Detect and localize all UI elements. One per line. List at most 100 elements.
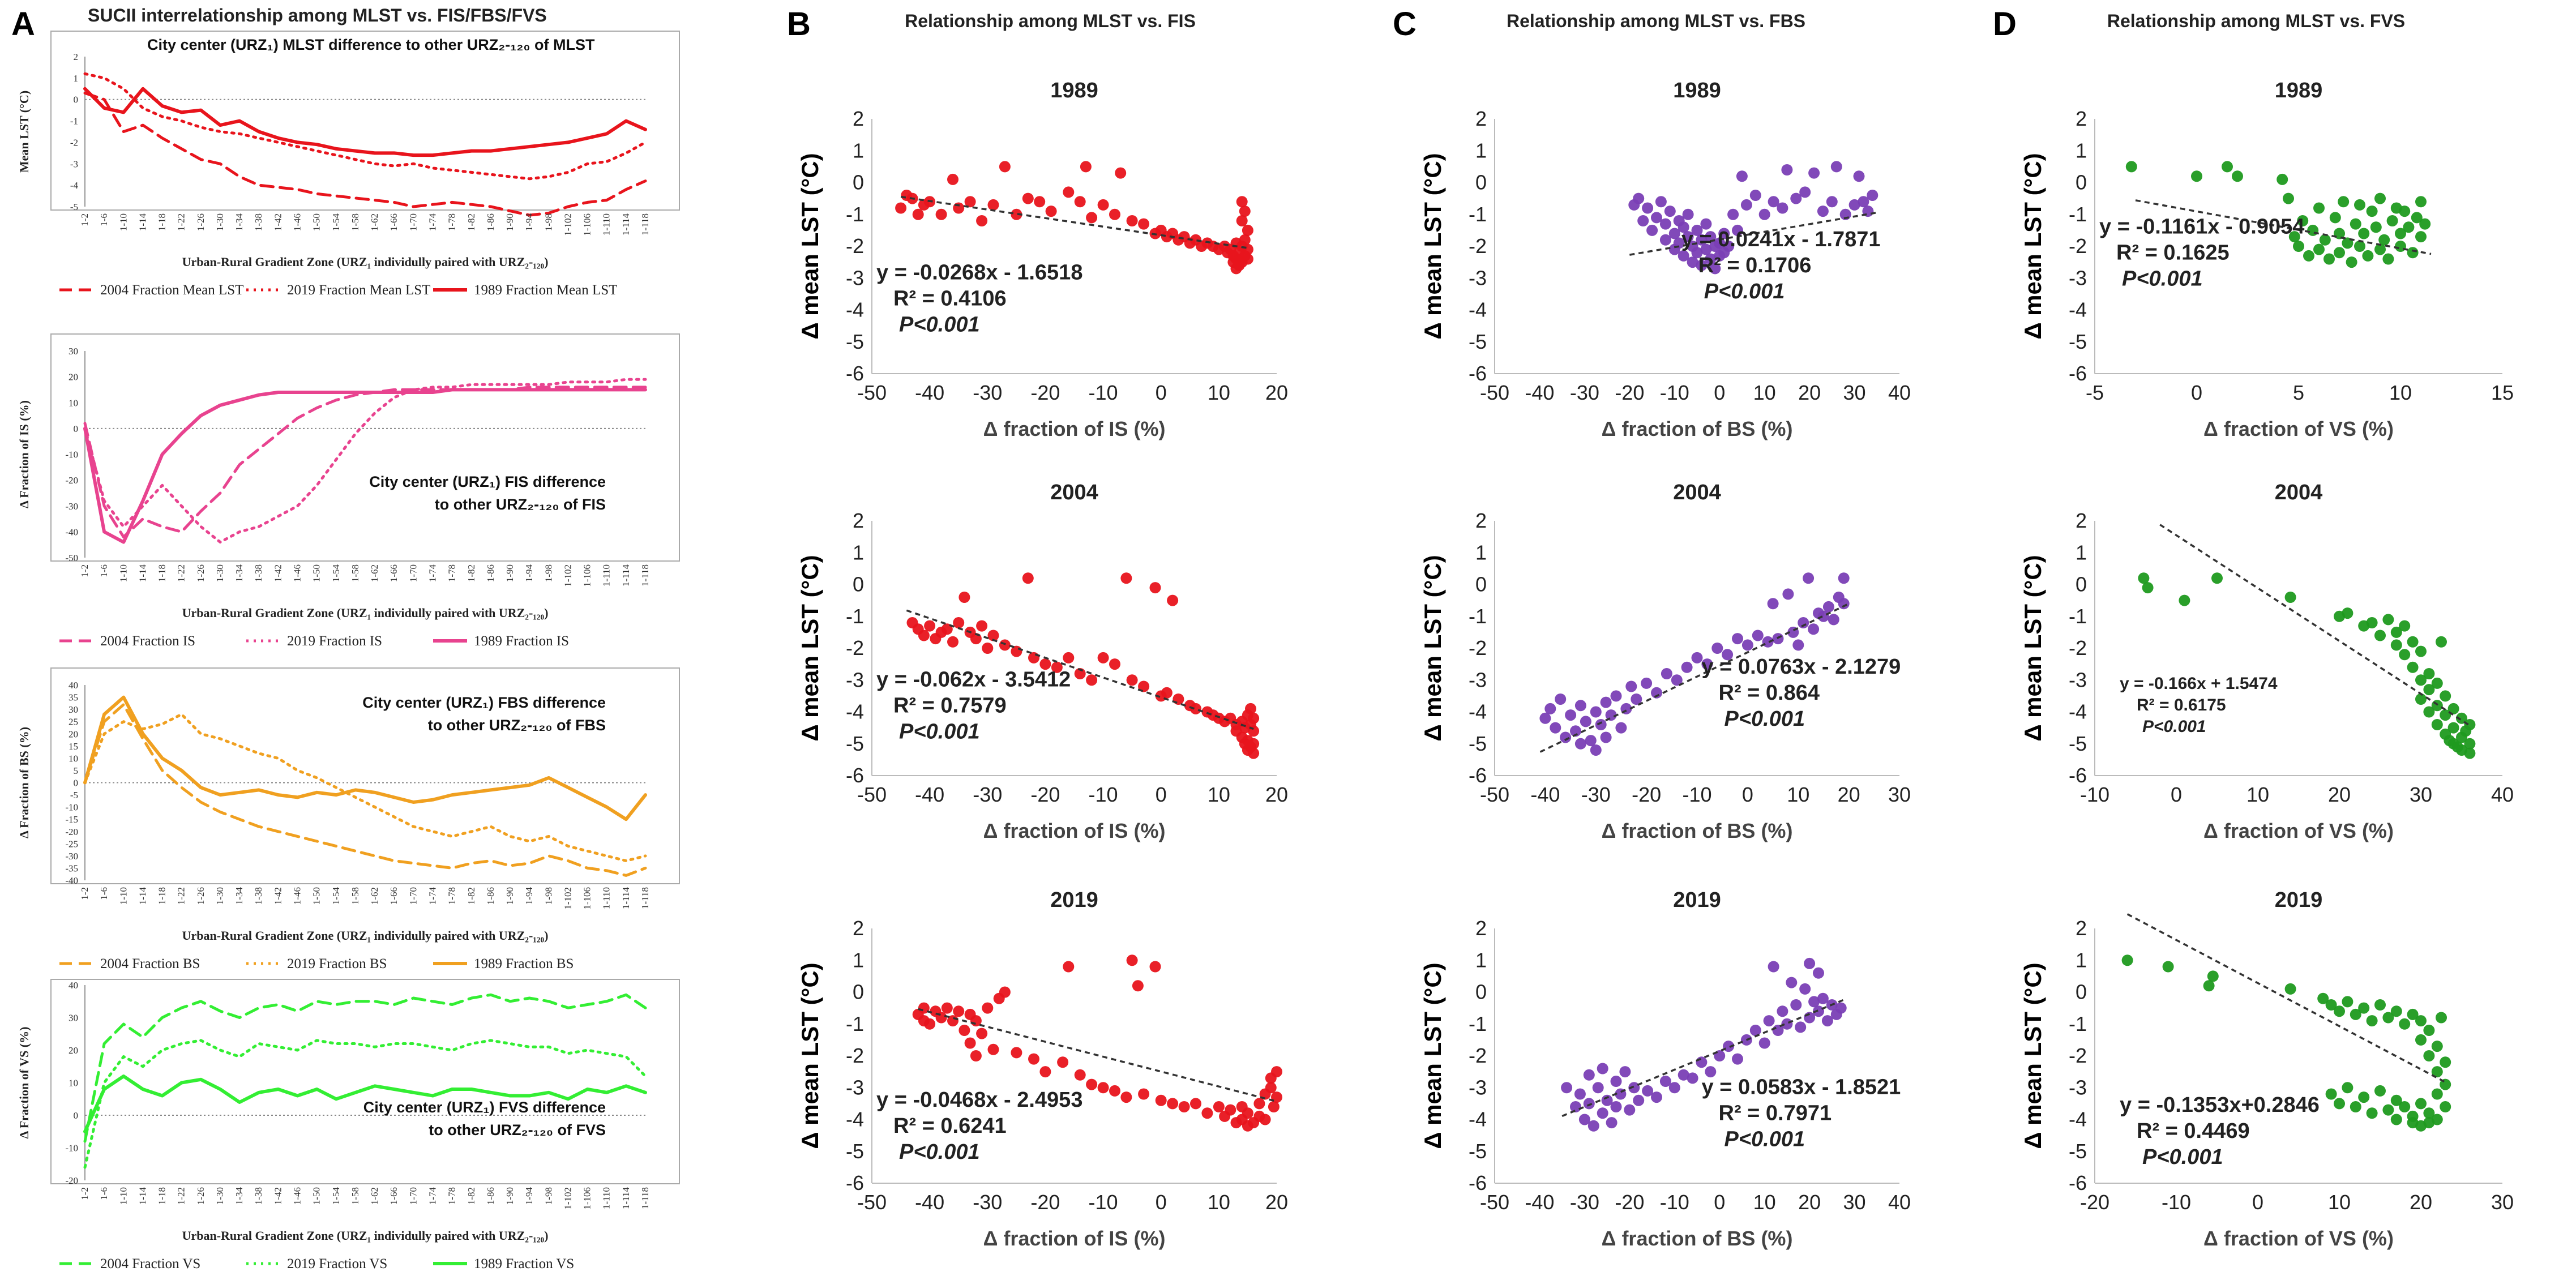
chart-frame: [50, 333, 680, 562]
data-point: [1714, 237, 1726, 249]
data-point: [2431, 1088, 2443, 1100]
data-point: [2378, 234, 2390, 246]
y-tick-label: -1: [846, 1012, 864, 1035]
data-point: [2423, 1050, 2435, 1061]
trend-line: [918, 1008, 1277, 1103]
chart-title: 2019: [2275, 888, 2323, 912]
x-tick-label: 20: [1798, 381, 1821, 404]
x-tick-label: 1-2: [79, 564, 90, 577]
data-point: [2395, 228, 2406, 239]
y-tick-label: -6: [846, 764, 864, 787]
data-point: [1570, 1101, 1581, 1112]
x-tick-label: -10: [2162, 1191, 2191, 1214]
x-tick-label: 1-66: [388, 564, 399, 582]
chart-annotation: City center (URZ₁) FVS difference: [363, 1099, 606, 1116]
y-tick-label: 1: [74, 73, 79, 84]
data-point: [1853, 170, 1865, 182]
data-point: [2415, 196, 2427, 208]
x-tick-label: -40: [1530, 783, 1560, 806]
x-tick-label: 1-74: [427, 1187, 438, 1205]
data-point: [1736, 170, 1748, 182]
x-tick-label: 30: [1843, 1191, 1866, 1214]
x-tick-label: 1-54: [331, 887, 341, 905]
data-point: [1248, 725, 1260, 737]
data-point: [1132, 980, 1144, 992]
y-axis-title: Δ mean LST (°C): [797, 962, 823, 1149]
data-point: [1242, 253, 1253, 265]
x-tick-label: -20: [1615, 1191, 1644, 1214]
data-point: [1086, 674, 1098, 686]
x-tick-label: 1-118: [640, 564, 651, 587]
data-point: [1167, 594, 1179, 606]
data-point: [2293, 241, 2304, 252]
data-point: [1167, 1098, 1179, 1110]
x-tick-label: -40: [1525, 381, 1554, 404]
data-point: [1619, 1066, 1631, 1078]
data-point: [1606, 1117, 1618, 1129]
data-point: [958, 592, 970, 603]
chart-frame: [50, 979, 680, 1184]
y-tick-label: 20: [69, 1045, 78, 1056]
data-point: [1767, 598, 1779, 610]
y-axis-title: Mean LST (°C): [17, 91, 31, 173]
x-tick-label: 1-66: [388, 1187, 399, 1205]
series-line: [83, 993, 647, 1143]
data-point: [2207, 970, 2219, 982]
data-point: [1555, 693, 1567, 705]
data-point: [2399, 1101, 2411, 1112]
x-tick-label: -20: [1632, 783, 1661, 806]
data-point: [2436, 1012, 2447, 1024]
line-chart-mlst: 2 1 0 -1 -2 -3 -4 -51-2 1-6 1-10 1-14 1-18 1-22 1-26 1…: [17, 31, 680, 298]
data-point: [1678, 1069, 1689, 1081]
data-point: [1253, 1098, 1265, 1110]
data-point: [1668, 228, 1680, 239]
data-point: [2415, 1015, 2427, 1027]
data-point: [2342, 996, 2354, 1008]
y-axis-title: Δ mean LST (°C): [797, 555, 823, 741]
data-point: [1718, 228, 1730, 239]
y-tick-label: -25: [65, 838, 78, 849]
x-tick-label: 1-30: [215, 213, 225, 231]
data-point: [953, 617, 965, 628]
data-point: [1646, 224, 1658, 236]
x-tick-label: -10: [1660, 381, 1689, 404]
x-tick-label: 1-26: [195, 564, 206, 582]
data-point: [1741, 639, 1753, 651]
x-tick-label: 1-106: [582, 887, 593, 910]
data-point: [1236, 196, 1248, 208]
data-point: [1668, 1082, 1680, 1094]
x-tick-label: 1-58: [350, 564, 361, 582]
trend-line: [906, 609, 1254, 730]
data-point: [1762, 636, 1774, 648]
legend-label: 2019 Fraction VS: [287, 1256, 387, 1272]
y-axis-title: Δ mean LST (°C): [2019, 962, 2046, 1149]
y-tick-label: -1: [1469, 1012, 1487, 1035]
data-point: [2440, 1101, 2451, 1112]
y-axis-title: Δ mean LST (°C): [1419, 153, 1446, 339]
data-point: [2121, 954, 2133, 966]
data-point: [1063, 652, 1075, 663]
x-tick-label: 1-6: [99, 213, 109, 226]
x-tick-label: 1-102: [562, 887, 573, 910]
y-tick-label: 1: [1475, 541, 1487, 564]
x-tick-label: 1-98: [543, 213, 554, 231]
data-point: [1039, 1066, 1051, 1078]
data-point: [1570, 725, 1581, 737]
x-tick-label: -10: [1089, 1191, 1118, 1214]
y-tick-label: 0: [74, 1110, 79, 1121]
data-point: [2342, 1082, 2354, 1094]
data-point: [1138, 680, 1150, 692]
x-tick-label: 1-26: [195, 213, 206, 231]
data-point: [2313, 243, 2325, 255]
y-tick-label: -30: [65, 501, 78, 512]
data-point: [912, 208, 924, 220]
data-point: [2288, 231, 2300, 243]
x-tick-label: 0: [1156, 783, 1167, 806]
y-tick-label: -4: [70, 180, 79, 191]
data-point: [2354, 241, 2365, 252]
data-point: [2390, 1005, 2402, 1017]
x-tick-label: 15: [2491, 381, 2514, 404]
y-tick-label: 1: [2076, 541, 2087, 564]
series-line: [83, 713, 647, 862]
